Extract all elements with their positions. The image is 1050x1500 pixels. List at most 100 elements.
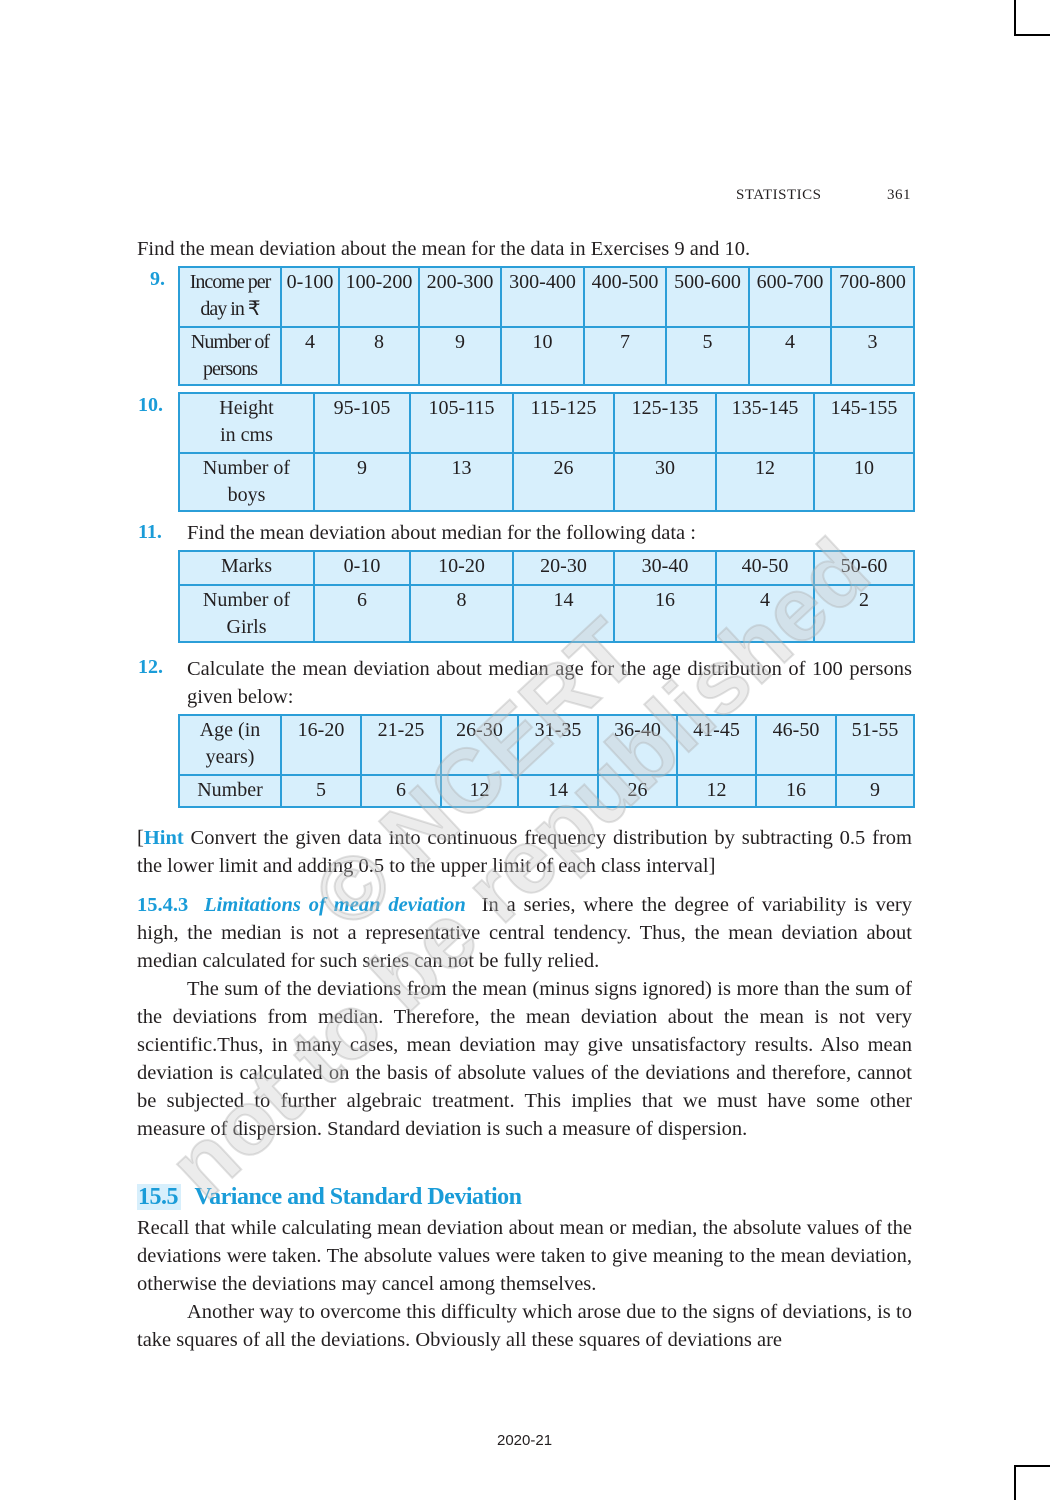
section-heading-15-5: 15.5 Variance and Standard Deviation [137,1184,522,1211]
table-cell: 41-45 [676,714,757,776]
table-cell: Number of Girls [178,584,315,643]
table-cell: 40-50 [715,550,815,586]
table-cell: 7 [583,326,667,386]
table-cell: 0-10 [313,550,411,586]
hint-text: Convert the given data into continuous f… [137,827,912,877]
table-cell: 700-800 [830,266,915,328]
hint-paragraph: [Hint Convert the given data into contin… [137,824,912,880]
exercise-12-table: Age (in years) 16-20 21-25 26-30 31-35 3… [178,714,915,808]
exercise-9-table: Income per day in ₹ 0-100 100-200 200-30… [178,266,915,386]
table-cell: 2 [813,584,915,643]
table-cell: 4 [715,584,815,643]
table-cell: 50-60 [813,550,915,586]
table-cell: 31-35 [517,714,599,776]
table-cell: 46-50 [755,714,837,776]
page-number: 361 [887,187,911,203]
exercise-number: 10. [138,394,163,416]
table-cell: 200-300 [418,266,502,328]
paragraph: Recall that while calculating mean devia… [137,1217,912,1295]
table-cell: 5 [280,774,362,808]
section-15-4-3-p1: 15.4.3 Limitations of mean deviation In … [137,891,912,975]
table-row: Age (in years) 16-20 21-25 26-30 31-35 3… [178,714,915,776]
exercise-12-question: Calculate the mean deviation about media… [187,658,912,708]
table-cell: 30 [613,452,717,512]
table-row: Number of boys 9 13 26 30 12 10 [178,452,915,512]
subsection-title: Limitations of mean deviation [204,894,466,916]
paragraph: Another way to overcome this difficulty … [137,1301,912,1351]
table-cell: 135-145 [715,392,815,454]
table-cell: 105-115 [409,392,514,454]
table-cell: Number of persons [178,326,282,386]
table-cell: 26 [512,452,615,512]
table-cell: 51-55 [835,714,915,776]
table-cell: 26-30 [440,714,519,776]
exercise-number: 12. [138,656,163,678]
table-cell: 9 [313,452,411,512]
subsection-number: 15.4.3 [137,894,189,916]
table-cell: 8 [338,326,420,386]
table-cell: 16-20 [280,714,362,776]
table-cell: 10-20 [409,550,514,586]
table-row: Number of Girls 6 8 14 16 4 2 [178,584,915,643]
table-row: Marks 0-10 10-20 20-30 30-40 40-50 50-60 [178,550,915,586]
section-number: 15.5 [137,1184,181,1210]
table-cell: 500-600 [665,266,750,328]
paragraph: The sum of the deviations from the mean … [137,978,912,1140]
table-cell: Height in cms [178,392,315,454]
crop-mark-top-vertical [1014,0,1016,35]
crop-mark-bottom-vertical [1014,1465,1016,1500]
table-row: Height in cms 95-105 105-115 115-125 125… [178,392,915,454]
table-cell: 12 [715,452,815,512]
table-cell: 95-105 [313,392,411,454]
table-row: Number 5 6 12 14 26 12 16 9 [178,774,915,808]
table-cell: 21-25 [360,714,442,776]
table-cell: 6 [313,584,411,643]
table-cell: 100-200 [338,266,420,328]
table-cell: 14 [517,774,599,808]
exercise-11-question: Find the mean deviation about median for… [187,522,696,544]
paragraph-text: In a series, where the degree of variabi… [137,894,913,972]
table-cell: 26 [597,774,678,808]
crop-mark-top-horizontal [1014,34,1050,36]
table-cell: 10 [813,452,915,512]
table-cell: 3 [830,326,915,386]
table-cell: 4 [748,326,832,386]
table-cell: 600-700 [748,266,832,328]
exercise-number: 11. [138,521,162,543]
table-cell: Number of boys [178,452,315,512]
table-cell: 30-40 [613,550,717,586]
intro-text: Find the mean deviation about the mean f… [137,238,751,260]
table-cell: 0-100 [280,266,340,328]
table-cell: 145-155 [813,392,915,454]
table-cell: 10 [500,326,585,386]
table-cell: 4 [280,326,340,386]
footer-year: 2020-21 [497,1432,553,1449]
table-cell: Number [178,774,282,808]
table-cell: Income per day in ₹ [178,266,282,328]
crop-mark-bottom-horizontal [1014,1465,1050,1467]
exercise-11-table: Marks 0-10 10-20 20-30 30-40 40-50 50-60… [178,550,915,643]
table-cell: 20-30 [512,550,615,586]
table-cell: 12 [676,774,757,808]
table-cell: 16 [613,584,717,643]
table-cell: 9 [835,774,915,808]
section-15-5-body: Recall that while calculating mean devia… [137,1214,912,1354]
table-row: Income per day in ₹ 0-100 100-200 200-30… [178,266,915,328]
table-cell: 300-400 [500,266,585,328]
exercise-10-table: Height in cms 95-105 105-115 115-125 125… [178,392,915,512]
table-cell: 115-125 [512,392,615,454]
section-15-4-3: 15.4.3 Limitations of mean deviation In … [137,891,912,1143]
table-cell: Marks [178,550,315,586]
table-cell: 16 [755,774,837,808]
table-cell: 9 [418,326,502,386]
table-cell: 5 [665,326,750,386]
table-cell: 400-500 [583,266,667,328]
table-row: Number of persons 4 8 9 10 7 5 4 3 [178,326,915,386]
table-cell: 14 [512,584,615,643]
table-cell: 36-40 [597,714,678,776]
table-cell: 13 [409,452,514,512]
section-title: Variance and Standard Deviation [194,1184,523,1210]
table-cell: 8 [409,584,514,643]
table-cell: 125-135 [613,392,717,454]
table-cell: 12 [440,774,519,808]
